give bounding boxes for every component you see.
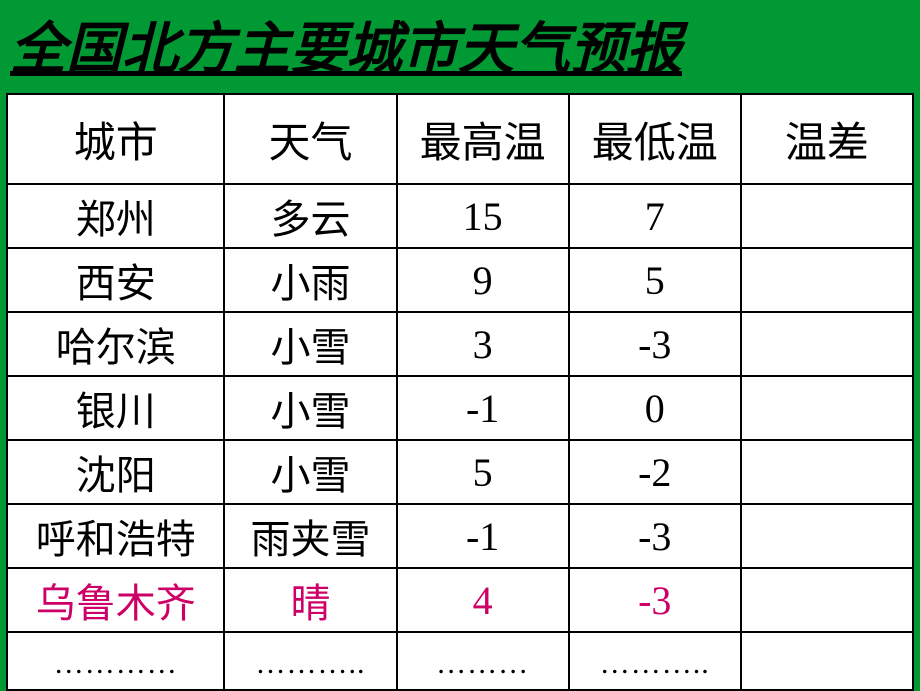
cell-low: 7: [569, 184, 741, 248]
header-low: 最低温: [569, 94, 741, 184]
page-title: 全国北方主要城市天气预报: [0, 0, 920, 93]
cell-high: -1: [397, 376, 569, 440]
cell-low: -3: [569, 312, 741, 376]
cell-low: -2: [569, 440, 741, 504]
cell-city: 乌鲁木齐: [7, 568, 224, 632]
table-row: 乌鲁木齐晴4-3: [7, 568, 913, 632]
cell-city: 呼和浩特: [7, 504, 224, 568]
table-row: 沈阳小雪5-2: [7, 440, 913, 504]
table-row: 呼和浩特雨夹雪-1-3: [7, 504, 913, 568]
cell-ellipsis: ………..: [224, 632, 396, 690]
cell-high: 15: [397, 184, 569, 248]
cell-diff: [741, 568, 913, 632]
cell-city: 银川: [7, 376, 224, 440]
table-row: 西安小雨95: [7, 248, 913, 312]
cell-low: 0: [569, 376, 741, 440]
cell-low: 5: [569, 248, 741, 312]
cell-ellipsis: ………: [397, 632, 569, 690]
cell-high: -1: [397, 504, 569, 568]
cell-weather: 多云: [224, 184, 396, 248]
table-header-row: 城市 天气 最高温 最低温 温差: [7, 94, 913, 184]
header-weather: 天气: [224, 94, 396, 184]
cell-city: 西安: [7, 248, 224, 312]
cell-high: 3: [397, 312, 569, 376]
table-row: 郑州多云157: [7, 184, 913, 248]
table-row: 哈尔滨小雪3-3: [7, 312, 913, 376]
table-row: 银川小雪-10: [7, 376, 913, 440]
cell-ellipsis: …………: [7, 632, 224, 690]
cell-high: 4: [397, 568, 569, 632]
header-high: 最高温: [397, 94, 569, 184]
cell-high: 5: [397, 440, 569, 504]
cell-weather: 小雪: [224, 440, 396, 504]
table-row-ellipsis: …………………..………………..: [7, 632, 913, 690]
cell-diff: [741, 248, 913, 312]
weather-table-container: 城市 天气 最高温 最低温 温差 郑州多云157西安小雨95哈尔滨小雪3-3银川…: [6, 93, 914, 691]
cell-weather: 小雨: [224, 248, 396, 312]
cell-diff: [741, 504, 913, 568]
cell-diff: [741, 440, 913, 504]
cell-high: 9: [397, 248, 569, 312]
cell-diff: [741, 312, 913, 376]
header-diff: 温差: [741, 94, 913, 184]
cell-city: 沈阳: [7, 440, 224, 504]
cell-ellipsis: [741, 632, 913, 690]
cell-low: -3: [569, 568, 741, 632]
cell-weather: 小雪: [224, 376, 396, 440]
cell-city: 哈尔滨: [7, 312, 224, 376]
cell-weather: 晴: [224, 568, 396, 632]
cell-ellipsis: ………..: [569, 632, 741, 690]
weather-table: 城市 天气 最高温 最低温 温差 郑州多云157西安小雨95哈尔滨小雪3-3银川…: [6, 93, 914, 691]
cell-weather: 雨夹雪: [224, 504, 396, 568]
cell-low: -3: [569, 504, 741, 568]
cell-weather: 小雪: [224, 312, 396, 376]
header-city: 城市: [7, 94, 224, 184]
cell-diff: [741, 376, 913, 440]
cell-city: 郑州: [7, 184, 224, 248]
cell-diff: [741, 184, 913, 248]
